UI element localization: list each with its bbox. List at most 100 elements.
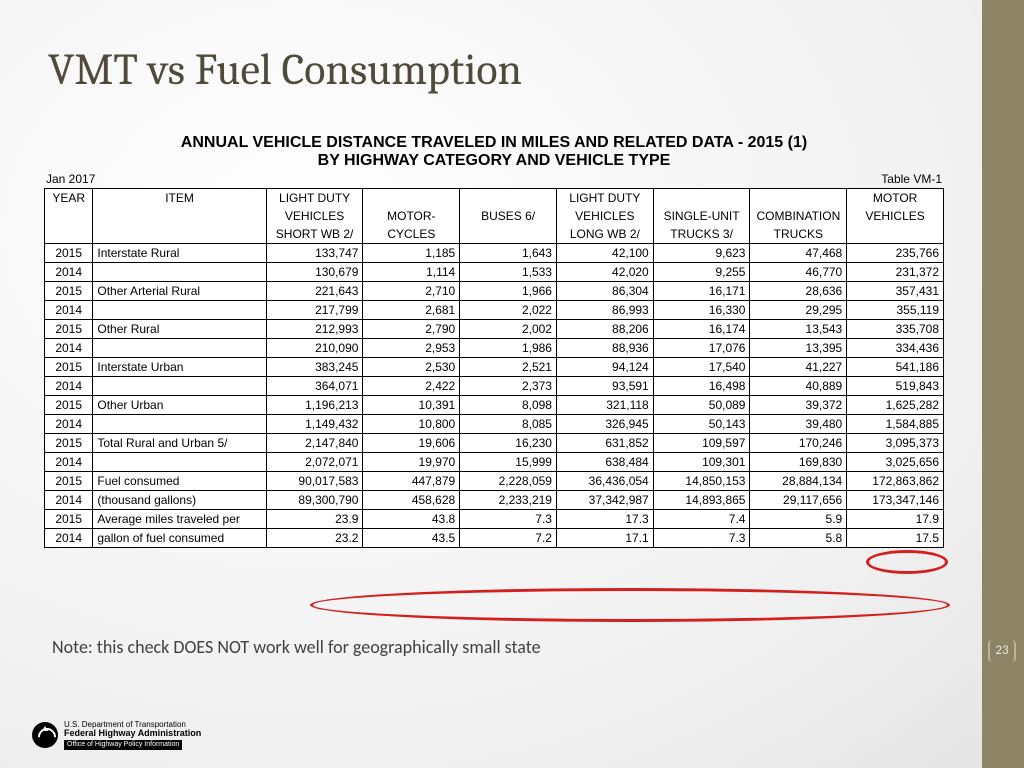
slide-note: Note: this check DOES NOT work well for … [52,636,541,658]
cell-value: 3,095,373 [847,434,944,453]
cell-value: 16,330 [653,301,750,320]
cell-year: 2014 [45,529,93,548]
cell-value: 23.2 [266,529,363,548]
header-c1-r2: SHORT WB 2/ [266,225,363,244]
cell-value: 7.4 [653,510,750,529]
cell-value: 28,636 [750,282,847,301]
cell-value: 1,196,213 [266,396,363,415]
cell-value: 2,422 [363,377,460,396]
cell-item: gallon of fuel consumed [93,529,266,548]
cell-year: 2015 [45,282,93,301]
cell-value: 43.5 [363,529,460,548]
header-c2-r2: CYCLES [363,225,460,244]
cell-value: 541,186 [847,358,944,377]
cell-value: 2,072,071 [266,453,363,472]
cell-item [93,339,266,358]
cell-value: 364,071 [266,377,363,396]
cell-value: 50,089 [653,396,750,415]
cell-value: 37,342,987 [556,491,653,510]
cell-value: 212,993 [266,320,363,339]
cell-item [93,301,266,320]
cell-value: 231,372 [847,263,944,282]
table-row: 2015Fuel consumed90,017,583447,8792,228,… [45,472,944,491]
cell-value: 2,710 [363,282,460,301]
cell-value: 7.3 [653,529,750,548]
cell-value: 1,643 [460,244,557,263]
table-title-line2: BY HIGHWAY CATEGORY AND VEHICLE TYPE [44,152,944,172]
cell-item: Other Arterial Rural [93,282,266,301]
table-row: 2014 (thousand gallons)89,300,790458,628… [45,491,944,510]
cell-value: 7.3 [460,510,557,529]
cell-value: 130,679 [266,263,363,282]
cell-item: Interstate Rural [93,244,266,263]
header-c2-r1: MOTOR- [363,207,460,225]
page-number: 23 [988,640,1016,662]
cell-value: 335,708 [847,320,944,339]
header-c6-r2: TRUCKS [750,225,847,244]
table-row: 20141,149,43210,8008,085326,94550,14339,… [45,415,944,434]
cell-value: 16,498 [653,377,750,396]
cell-value: 2,022 [460,301,557,320]
header-c3-r2 [460,225,557,244]
cell-value: 28,884,134 [750,472,847,491]
cell-year: 2014 [45,301,93,320]
table-title-line1: ANNUAL VEHICLE DISTANCE TRAVELED IN MILE… [44,132,944,152]
cell-value: 1,533 [460,263,557,282]
cell-value: 19,606 [363,434,460,453]
header-year: YEAR [45,189,93,208]
cell-value: 5.8 [750,529,847,548]
cell-value: 2,233,219 [460,491,557,510]
cell-value: 86,304 [556,282,653,301]
cell-value: 7.2 [460,529,557,548]
footer-logo-text: U.S. Department of Transportation Federa… [64,721,201,750]
header-c4-r1: VEHICLES [556,207,653,225]
header-c3-r1: BUSES 6/ [460,207,557,225]
header-c5-r2: TRUCKS 3/ [653,225,750,244]
cell-item: Other Rural [93,320,266,339]
header-c5-r0 [653,189,750,208]
data-table-container: ANNUAL VEHICLE DISTANCE TRAVELED IN MILE… [44,132,944,548]
cell-value: 2,521 [460,358,557,377]
cell-item: Average miles traveled per [93,510,266,529]
header-item: ITEM [93,189,266,208]
table-meta-row: Jan 2017 Table VM-1 [44,172,944,188]
cell-value: 40,889 [750,377,847,396]
cell-value: 15,999 [460,453,557,472]
cell-value: 42,020 [556,263,653,282]
cell-value: 2,002 [460,320,557,339]
cell-year: 2015 [45,472,93,491]
cell-value: 39,480 [750,415,847,434]
header-c1-r1: VEHICLES [266,207,363,225]
cell-item: (thousand gallons) [93,491,266,510]
cell-value: 94,124 [556,358,653,377]
cell-value: 16,171 [653,282,750,301]
header-c6-r1: COMBINATION [750,207,847,225]
header-c7-r1: VEHICLES [847,207,944,225]
cell-year: 2014 [45,263,93,282]
cell-value: 221,643 [266,282,363,301]
header-c5-r1: SINGLE-UNIT [653,207,750,225]
cell-value: 29,295 [750,301,847,320]
header-year [45,207,93,225]
cell-value: 2,530 [363,358,460,377]
cell-value: 321,118 [556,396,653,415]
cell-value: 2,373 [460,377,557,396]
header-year [45,225,93,244]
cell-year: 2014 [45,453,93,472]
cell-value: 2,147,840 [266,434,363,453]
cell-value: 3,025,656 [847,453,944,472]
cell-value: 133,747 [266,244,363,263]
cell-value: 1,149,432 [266,415,363,434]
cell-value: 88,936 [556,339,653,358]
cell-value: 19,970 [363,453,460,472]
cell-item: Interstate Urban [93,358,266,377]
table-row: 2015Other Arterial Rural221,6432,7101,96… [45,282,944,301]
cell-value: 357,431 [847,282,944,301]
cell-value: 17.1 [556,529,653,548]
cell-value: 1,584,885 [847,415,944,434]
cell-value: 2,953 [363,339,460,358]
cell-value: 88,206 [556,320,653,339]
cell-year: 2015 [45,244,93,263]
cell-value: 1,625,282 [847,396,944,415]
cell-value: 170,246 [750,434,847,453]
